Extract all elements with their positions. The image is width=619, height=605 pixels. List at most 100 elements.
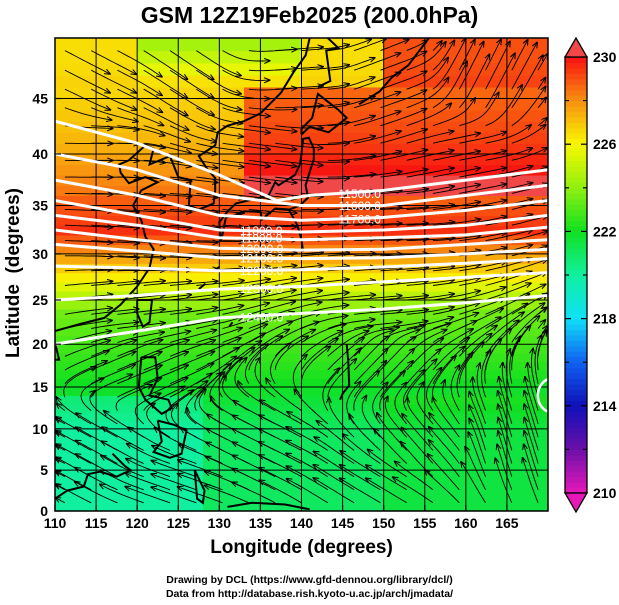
field-cell <box>63 281 73 292</box>
streamline <box>64 88 111 110</box>
streamline <box>275 210 323 212</box>
field-cell <box>293 370 303 380</box>
field-cell <box>498 378 508 388</box>
streamline <box>222 192 271 198</box>
field-cell <box>474 143 483 155</box>
field-cell <box>137 370 146 380</box>
field-cell <box>309 86 319 100</box>
field-cell <box>449 38 459 52</box>
field-cell <box>465 234 475 246</box>
streamline <box>354 239 402 241</box>
field-cell <box>161 420 171 430</box>
field-cell <box>161 98 171 111</box>
streamline <box>406 280 455 286</box>
streamline <box>266 378 302 411</box>
field-cell <box>367 174 377 186</box>
streamline <box>143 210 192 213</box>
field-cell <box>161 335 171 345</box>
streamline <box>196 280 244 286</box>
field-cell <box>350 494 360 504</box>
field-cell <box>334 361 344 371</box>
streamline <box>380 310 428 315</box>
field-cell <box>309 502 319 511</box>
field-cell <box>490 281 500 292</box>
streamline <box>222 159 271 166</box>
field-cell <box>350 326 360 337</box>
field-cell <box>137 308 146 319</box>
field-cell <box>424 494 434 504</box>
field-cell <box>55 164 64 176</box>
field-cell <box>276 453 286 463</box>
field-cell <box>202 225 212 236</box>
field-cell <box>408 502 418 511</box>
field-cell <box>490 486 500 496</box>
streamline <box>459 184 506 194</box>
field-cell <box>120 50 130 64</box>
field-cell <box>457 132 467 144</box>
field-cell <box>359 143 368 155</box>
field-cell <box>490 494 500 504</box>
field-cell <box>71 164 81 176</box>
field-cell <box>490 378 500 388</box>
field-cell <box>186 215 196 226</box>
field-cell <box>350 164 360 176</box>
colorbar-segment <box>565 400 587 407</box>
streamline <box>432 168 481 178</box>
field-cell <box>515 272 524 283</box>
streamline <box>458 54 489 109</box>
field-cell <box>317 74 327 88</box>
field-cell <box>523 109 533 122</box>
field-cell <box>96 494 105 504</box>
field-cell <box>465 361 475 371</box>
field-cell <box>490 445 500 455</box>
field-cell <box>506 478 516 488</box>
field-cell <box>219 38 229 52</box>
field-cell <box>359 272 368 283</box>
field-cell <box>120 153 130 166</box>
colorbar-segment <box>565 291 587 298</box>
field-cell <box>432 62 442 76</box>
field-cell <box>490 395 500 405</box>
field-cell <box>243 62 253 76</box>
field-cell <box>55 387 64 397</box>
field-cell <box>317 403 327 413</box>
field-cell <box>87 98 97 111</box>
field-cell <box>235 98 245 111</box>
field-cell <box>342 164 352 176</box>
field-cell <box>252 272 262 283</box>
field-cell <box>194 263 204 274</box>
field-cell <box>260 174 270 186</box>
field-cell <box>465 263 475 274</box>
field-cell <box>178 344 188 354</box>
field-cell <box>400 132 409 144</box>
field-cell <box>432 470 442 479</box>
field-cell <box>515 98 524 111</box>
field-cell <box>71 361 81 371</box>
field-cell <box>432 461 442 471</box>
field-cell <box>375 195 385 207</box>
field-cell <box>506 62 516 76</box>
field-cell <box>482 445 492 455</box>
field-cell <box>416 326 426 337</box>
field-cell <box>326 143 335 155</box>
field-cell <box>235 453 245 463</box>
field-cell <box>359 395 368 405</box>
field-cell <box>498 38 508 52</box>
field-cell <box>202 195 212 207</box>
field-cell <box>96 478 105 488</box>
streamline <box>143 256 192 258</box>
field-cell <box>112 317 122 328</box>
field-cell <box>375 494 385 504</box>
streamline <box>151 474 197 491</box>
field-cell <box>178 387 188 397</box>
field-cell <box>498 420 508 430</box>
field-cell <box>490 174 500 186</box>
field-cell <box>186 437 196 447</box>
field-cell <box>153 352 163 363</box>
field-cell <box>490 109 500 122</box>
field-cell <box>153 470 163 479</box>
colorbar-segment <box>565 340 587 347</box>
field-cell <box>71 86 81 100</box>
field-cell <box>531 445 541 455</box>
field-cell <box>490 132 500 144</box>
